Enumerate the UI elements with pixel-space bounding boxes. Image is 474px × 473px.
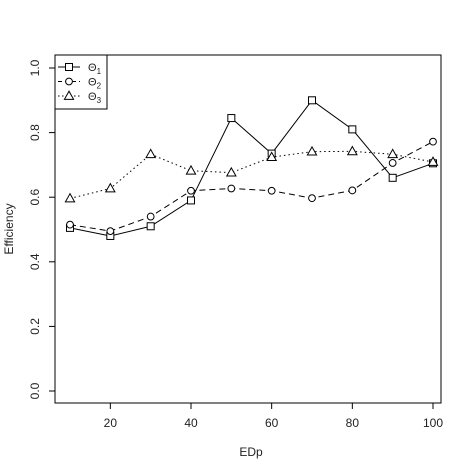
series-1-point <box>348 125 357 134</box>
legend-marker-3 <box>63 90 75 100</box>
series-1-point <box>187 196 195 205</box>
series-2-point <box>388 159 397 167</box>
x-tick-label: 60 <box>265 416 279 430</box>
legend-box <box>54 54 108 110</box>
y-axis-label: Efficiency <box>2 203 16 254</box>
legend-subscript-3: 3 <box>97 96 102 105</box>
y-tick-label: 0.4 <box>28 253 42 270</box>
series-3-point <box>185 164 197 175</box>
series-2 <box>66 137 437 236</box>
series-2-point <box>429 137 437 146</box>
series-2-point <box>106 227 115 236</box>
x-tick-label: 20 <box>104 416 118 430</box>
series-2-point <box>267 186 276 195</box>
series-2-point <box>187 186 195 195</box>
y-tick-label: 0.2 <box>28 318 42 335</box>
y-tick-label: 0.8 <box>28 124 42 141</box>
series-3-line <box>69 150 434 199</box>
legend-subscript-1: 1 <box>97 67 102 76</box>
series-2-point <box>227 184 236 193</box>
series-1-point <box>388 173 397 182</box>
legend-marker-1 <box>65 63 73 71</box>
x-tick-label: 100 <box>423 416 443 430</box>
series-2-point <box>348 186 357 195</box>
series-1-line <box>69 99 434 237</box>
series-3-point <box>104 182 116 193</box>
legend-marker-2 <box>65 77 73 86</box>
y-tick-label: 1.0 <box>28 59 42 76</box>
series-1-point <box>146 222 155 231</box>
series-1-point <box>227 114 236 123</box>
x-axis-label: EDp <box>239 445 263 459</box>
legend-subscript-2: 2 <box>97 82 102 91</box>
series-2-line <box>69 141 434 232</box>
series-2-point <box>308 194 316 203</box>
series-1 <box>66 96 437 240</box>
series-3 <box>64 145 439 203</box>
plot-frame <box>54 54 442 404</box>
series-3-point <box>427 156 439 166</box>
series-3-point <box>346 145 358 156</box>
series-3-point <box>306 145 318 156</box>
series-3-point <box>225 166 237 177</box>
series-3-point <box>64 192 76 203</box>
series-1-point <box>308 96 316 105</box>
x-tick-label: 80 <box>346 416 360 430</box>
y-tick-label: 0.6 <box>28 189 42 206</box>
series-3-point <box>387 148 399 159</box>
y-tick-label: 0.0 <box>28 382 42 399</box>
series-2-point <box>146 212 155 221</box>
series-2-point <box>66 220 74 229</box>
series-3-point <box>145 148 157 159</box>
series-3-point <box>266 151 278 162</box>
x-tick-label: 40 <box>184 416 198 430</box>
